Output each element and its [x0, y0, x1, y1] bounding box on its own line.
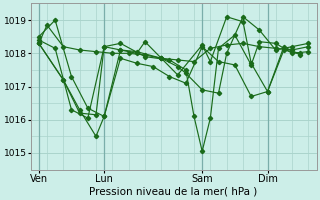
X-axis label: Pression niveau de la mer( hPa ): Pression niveau de la mer( hPa )	[90, 187, 258, 197]
